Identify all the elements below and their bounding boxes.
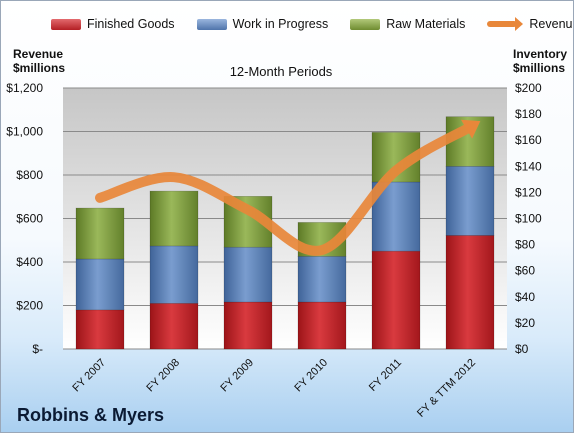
left-tick-label: $-	[32, 342, 43, 356]
left-axis-title: Revenue $millions	[13, 47, 65, 75]
category-label: FY 2011	[367, 357, 404, 394]
category-label: FY 2007	[70, 357, 108, 395]
left-axis-title-line2: $millions	[13, 61, 66, 75]
right-tick-label: $100	[515, 212, 542, 226]
right-tick-label: $0	[515, 342, 529, 356]
left-tick-label: $1,000	[6, 125, 43, 139]
company-name: Robbins & Myers	[17, 405, 165, 425]
legend-label-revenue: Revenue	[529, 17, 573, 31]
category-label: FY 2008	[144, 357, 182, 395]
revenue-line	[95, 122, 475, 256]
right-tick-label: $60	[515, 264, 535, 278]
right-tick-label: $20	[515, 316, 535, 330]
legend-item-raw-materials: Raw Materials	[350, 17, 465, 31]
legend: Finished Goods Work in Progress Raw Mate…	[51, 15, 573, 33]
category-label: FY 2010	[292, 357, 330, 395]
bar-finished-goods	[297, 301, 347, 350]
right-tick-label: $160	[515, 133, 542, 147]
left-tick-label: $1,200	[6, 81, 43, 95]
left-axis-title-line1: Revenue	[13, 47, 64, 61]
left-tick-label: $400	[16, 255, 43, 269]
right-tick-label: $180	[515, 107, 542, 121]
bar-raw-materials	[75, 207, 125, 260]
legend-label-finished-goods: Finished Goods	[87, 17, 175, 31]
bar-work-in-progress	[445, 166, 495, 236]
right-tick-label: $120	[515, 185, 542, 199]
legend-item-finished-goods: Finished Goods	[51, 17, 175, 31]
legend-item-revenue: Revenue	[487, 17, 573, 31]
bar-finished-goods	[445, 235, 495, 350]
left-tick-label: $800	[16, 168, 43, 182]
right-axis-title-line2: $millions	[513, 61, 566, 75]
right-axis-title-line1: Inventory	[513, 47, 568, 61]
legend-label-raw-materials: Raw Materials	[386, 17, 466, 31]
bar-work-in-progress	[223, 246, 273, 303]
bar-finished-goods	[371, 250, 421, 350]
right-tick-label: $40	[515, 290, 535, 304]
legend-item-work-in-progress: Work in Progress	[196, 17, 329, 31]
bar-work-in-progress	[297, 256, 347, 303]
bar-raw-materials	[149, 190, 199, 247]
right-tick-label: $80	[515, 238, 535, 252]
left-tick-label: $200	[16, 299, 43, 313]
legend-swatch-finished-goods	[51, 18, 81, 30]
category-label: FY 2009	[218, 357, 256, 395]
legend-swatch-raw-materials	[350, 18, 381, 30]
right-tick-label: $200	[515, 81, 542, 95]
category-label: FY & TTM 2012	[415, 357, 478, 420]
bar-work-in-progress	[149, 245, 199, 304]
chart-subtitle: 12-Month Periods	[229, 64, 333, 79]
left-tick-label: $600	[16, 212, 43, 226]
right-axis-title: Inventory $millions	[513, 47, 567, 75]
right-tick-label: $140	[515, 159, 542, 173]
legend-label-work-in-progress: Work in Progress	[232, 17, 329, 31]
legend-swatch-revenue	[487, 17, 524, 31]
bar-finished-goods	[75, 309, 125, 350]
bar-finished-goods	[223, 301, 273, 350]
legend-swatch-work-in-progress	[196, 18, 227, 30]
bar-finished-goods	[149, 303, 199, 350]
revenue-arrowhead	[460, 119, 481, 139]
bar-work-in-progress	[75, 258, 125, 311]
